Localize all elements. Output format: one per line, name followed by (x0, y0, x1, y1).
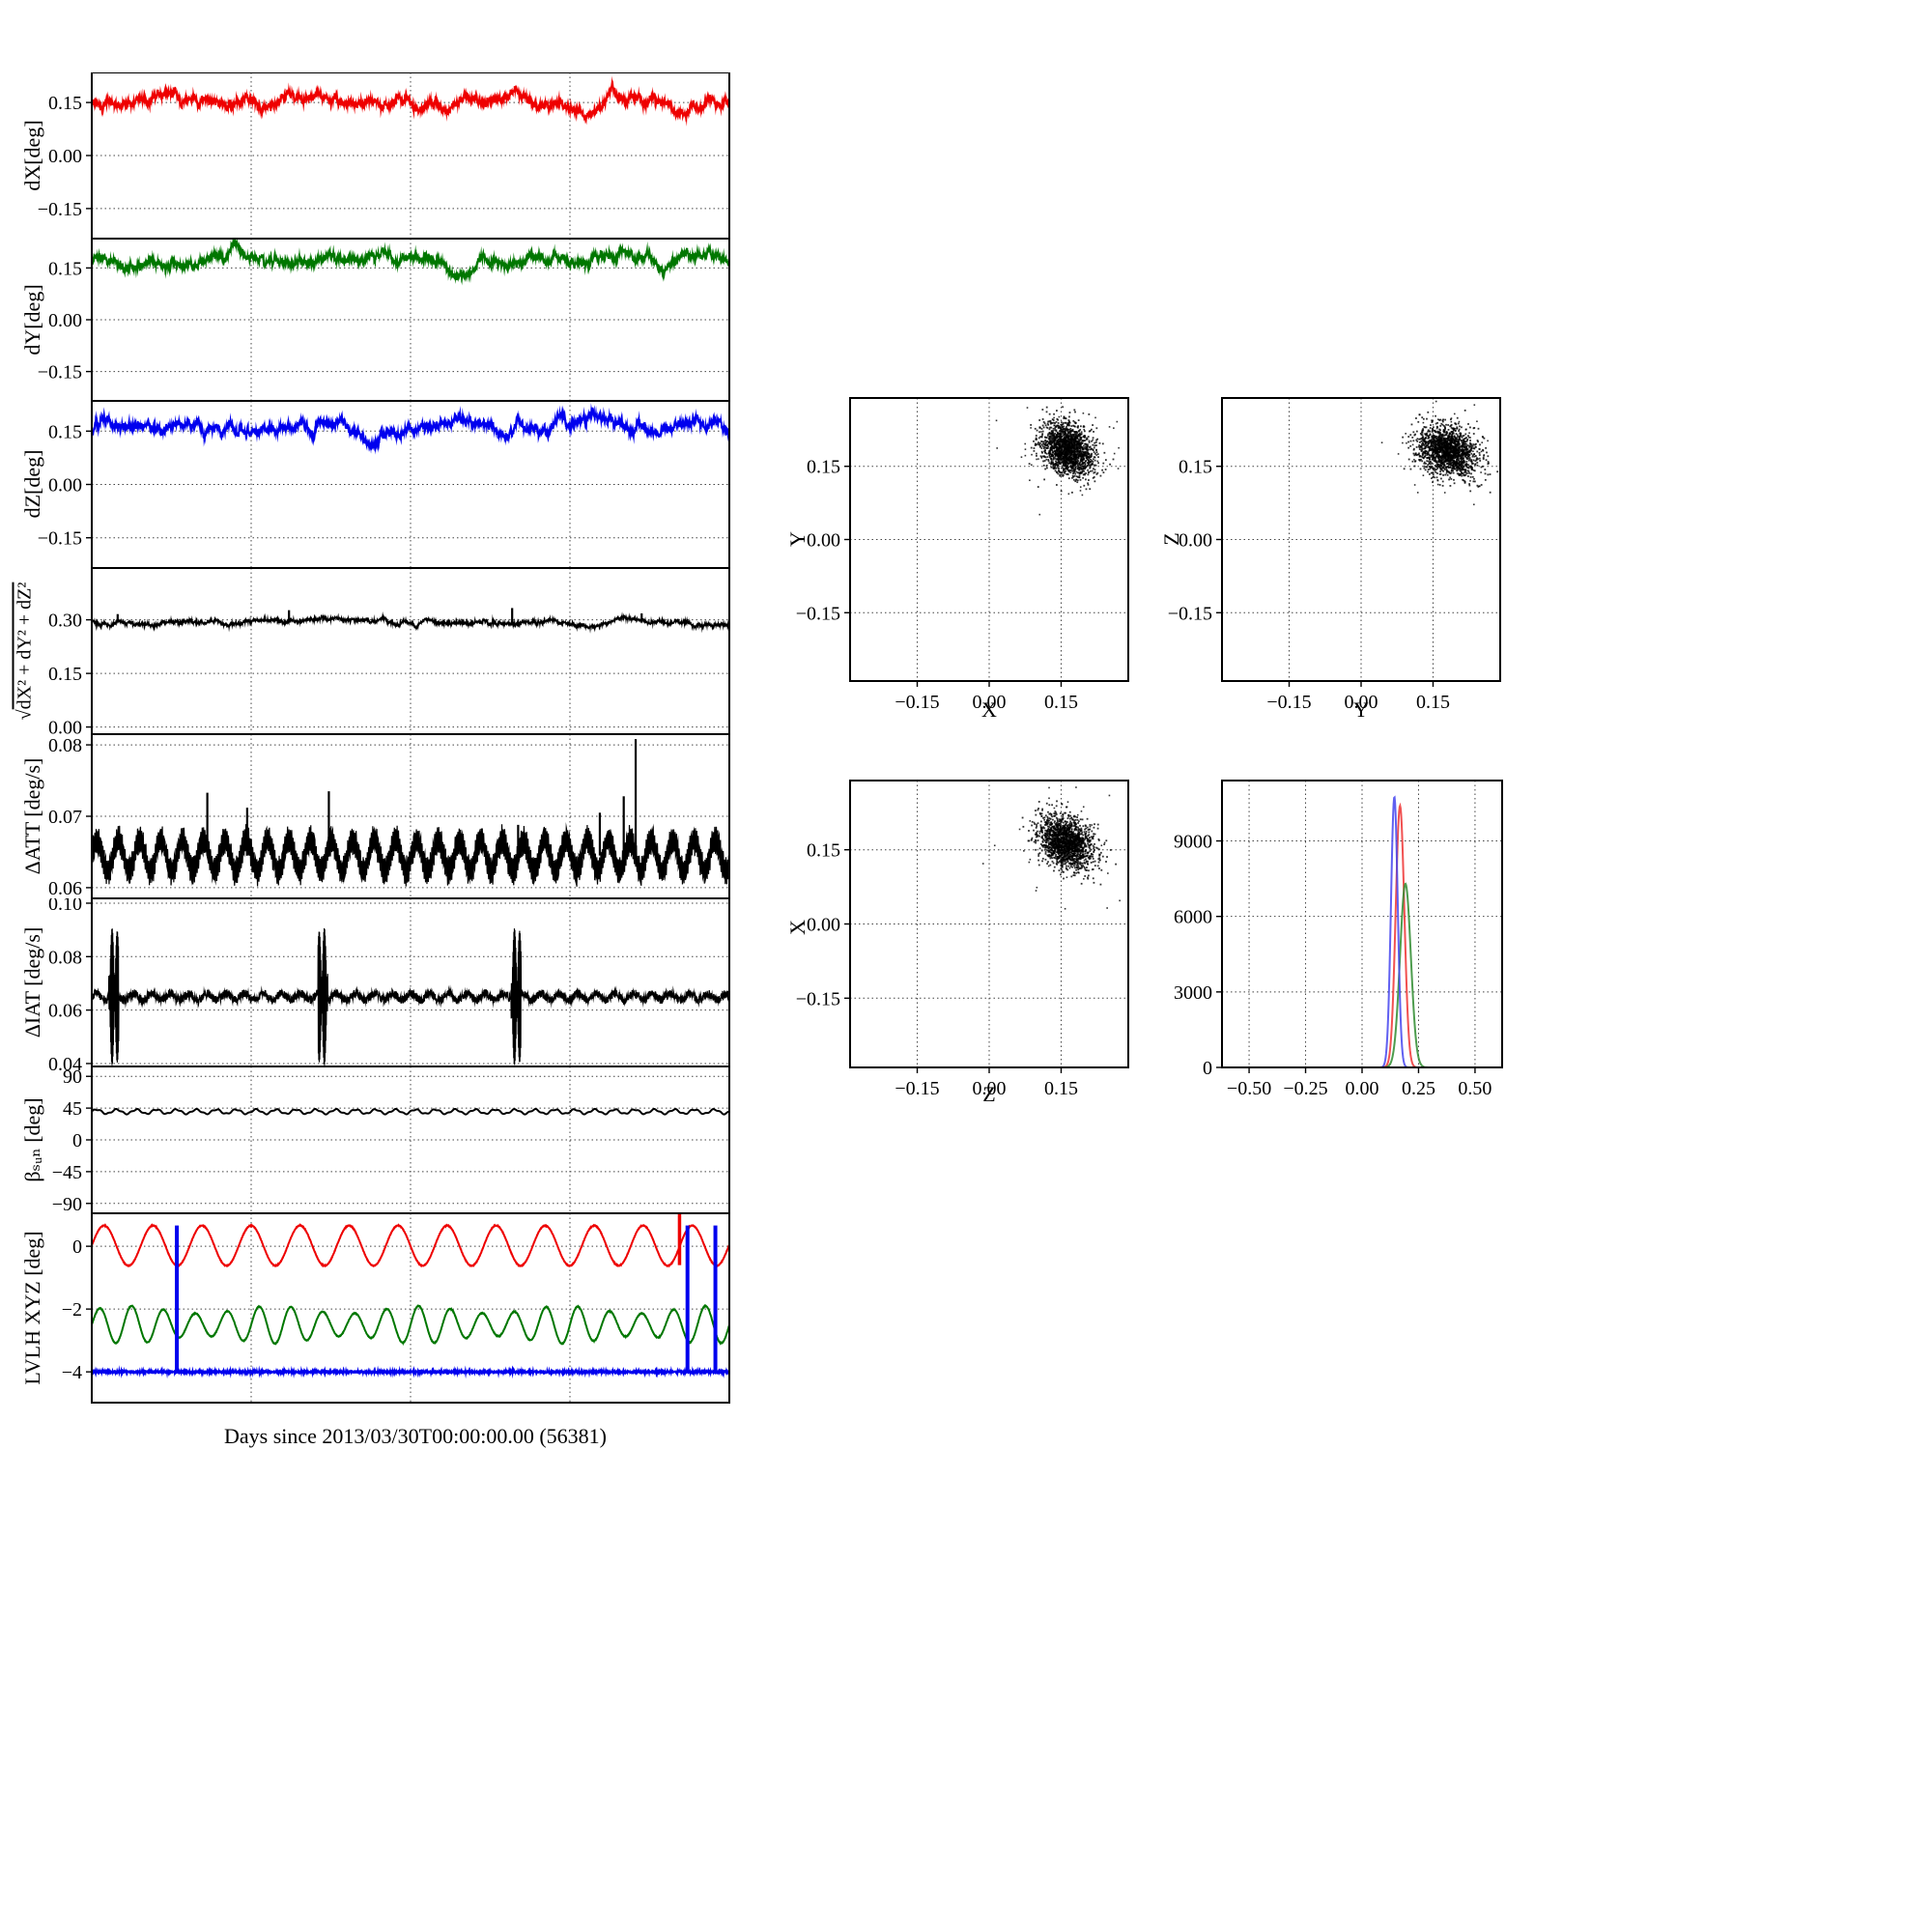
ylabel-beta-sun: βₛᵤₙ [deg] (20, 1097, 44, 1182)
xlabel-scatter-yz: Y (1353, 697, 1369, 722)
ylabel-scatter-zx: X (785, 920, 810, 935)
plot-delta-att-timeseries (0, 734, 749, 927)
histogram-dxyz (1135, 769, 1521, 1109)
ylabel-delta-iat: ΔIAT [deg/s] (20, 926, 44, 1038)
plot-magnitude-timeseries (0, 568, 749, 763)
xlabel-scatter-xy: X (981, 697, 997, 722)
plot-dy-timeseries (0, 239, 749, 430)
sqrt-sign: √ (14, 709, 36, 721)
scatter-z-vs-y (1135, 386, 1521, 723)
scatter-y-vs-x (763, 386, 1150, 723)
time-axis-label: Days since 2013/03/30T00:00:00.00 (56381… (224, 1424, 607, 1448)
xlabel-scatter-zx: Z (982, 1082, 996, 1106)
ylabel-dz: dZ[deg] (20, 449, 44, 519)
sqrt-expression: dX² + dY² + dZ² (14, 582, 36, 710)
ylabel-magnitude: √dX² + dY² + dZ² (14, 582, 37, 721)
ylabel-scatter-yz: Z (1159, 532, 1183, 546)
ylabel-lvlh-xyz: LVLH XYZ [deg] (20, 1231, 44, 1385)
scatter-x-vs-z (763, 769, 1150, 1109)
ylabel-dy: dY[deg] (20, 284, 44, 355)
ylabel-delta-att: ΔATT [deg/s] (20, 757, 44, 875)
ylabel-dx: dX[deg] (20, 120, 44, 191)
ylabel-scatter-xy: Y (785, 531, 810, 547)
plot-delta-iat-timeseries (0, 898, 749, 1095)
plot-beta-sun-timeseries (0, 1066, 749, 1242)
plot-dz-timeseries (0, 401, 749, 597)
plot-dx-timeseries (0, 72, 749, 268)
plot-lvlh-xyz-timeseries (0, 1213, 749, 1432)
